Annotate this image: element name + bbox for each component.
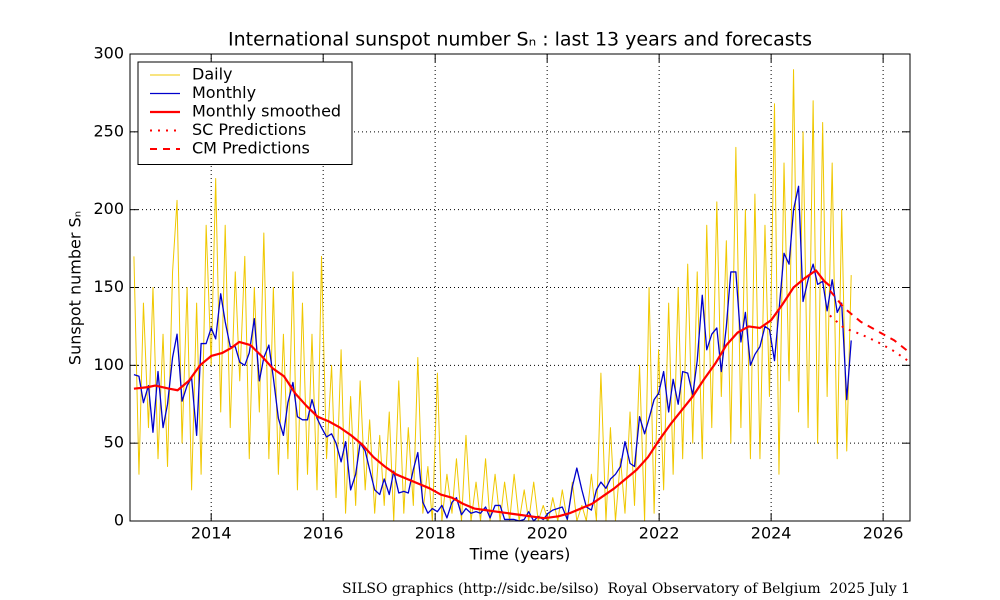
x-tick-label: 2020 — [527, 524, 568, 543]
legend-label: Daily — [192, 65, 232, 84]
y-tick-label: 200 — [93, 199, 124, 218]
legend-label: Monthly — [192, 83, 256, 102]
legend-label: Monthly smoothed — [192, 102, 341, 121]
y-tick-label: 250 — [93, 121, 124, 140]
x-axis-label: Time (years) — [469, 545, 571, 564]
x-tick-label: 2014 — [191, 524, 232, 543]
series-line — [133, 269, 831, 520]
x-tick-label: 2024 — [751, 524, 792, 543]
footer: SILSO graphics (http://sidc.be/silso) Ro… — [342, 581, 910, 597]
y-tick-label: 100 — [93, 355, 124, 374]
x-tick-label: 2022 — [639, 524, 680, 543]
x-tick-label: 2018 — [415, 524, 456, 543]
y-tick-label: 0 — [114, 511, 124, 530]
legend-label: CM Predictions — [192, 139, 310, 158]
x-tick-label: 2016 — [303, 524, 344, 543]
plot-frame — [129, 53, 911, 522]
chart-title: International sunspot number Sₙ : last 1… — [228, 29, 812, 51]
legend-box — [137, 61, 353, 165]
y-tick-label: 50 — [104, 433, 124, 452]
y-tick-label: 300 — [93, 44, 124, 63]
series-line — [133, 69, 852, 522]
series-line — [829, 289, 911, 354]
legend-label: SC Predictions — [192, 120, 306, 139]
y-tick-label: 150 — [93, 277, 124, 296]
x-tick-label: 2026 — [863, 524, 904, 543]
y-axis-label: Sunspot number Sₙ — [66, 211, 85, 365]
